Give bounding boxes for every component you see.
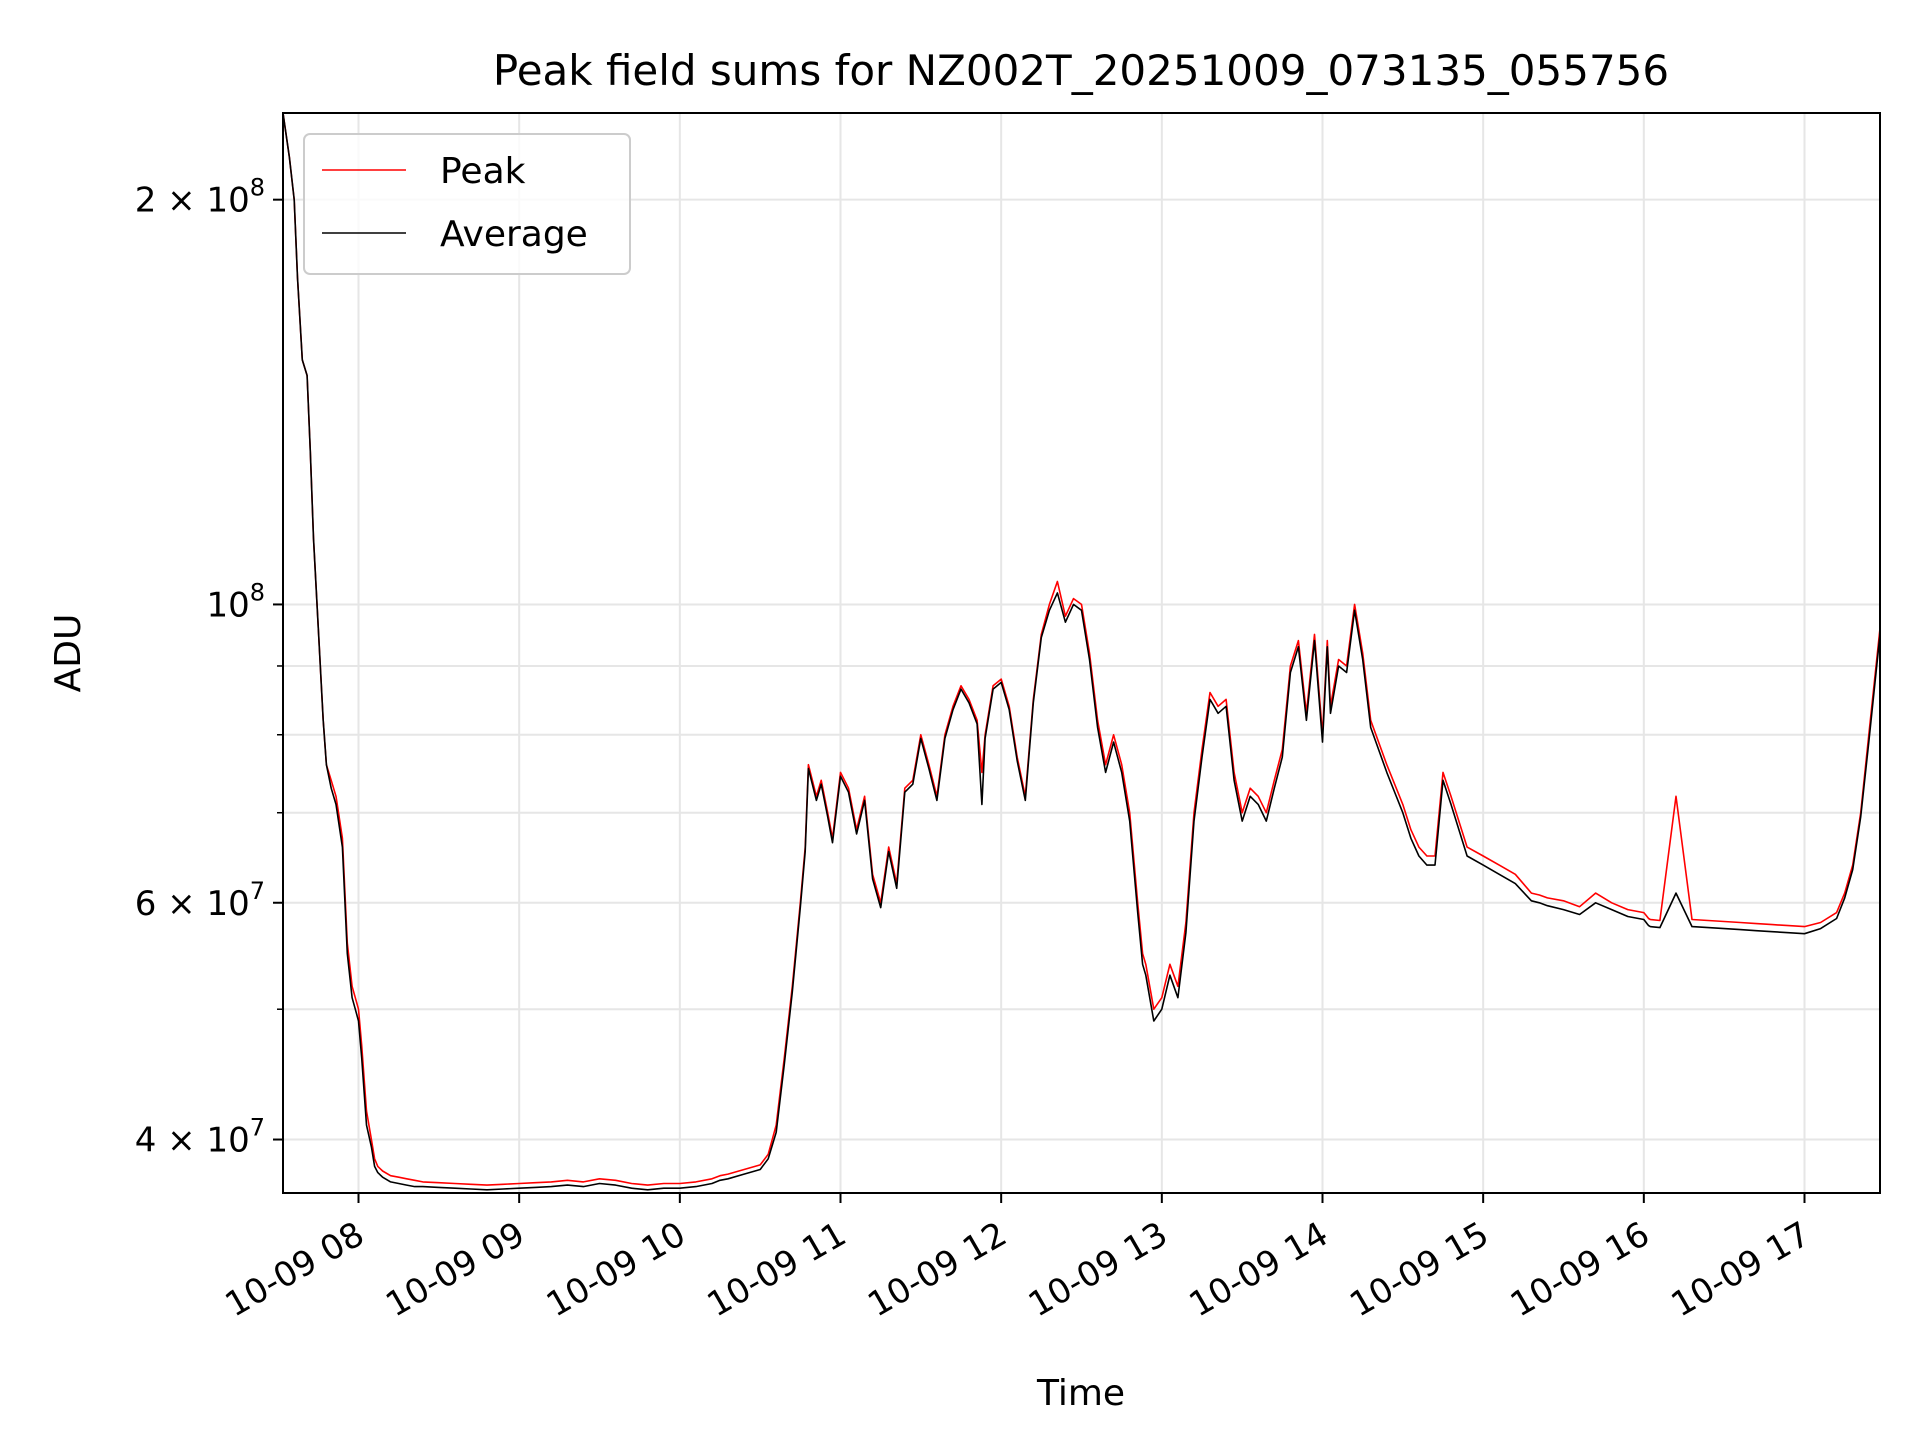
y-axis-ticks: 4 × 107 6 × 107 108 2 × 108 bbox=[135, 174, 283, 1161]
legend-label-peak: Peak bbox=[440, 151, 526, 192]
y-tick-label: 6 × 107 bbox=[135, 877, 265, 924]
series-line-average bbox=[282, 112, 1881, 1191]
y-tick-label: 4 × 107 bbox=[135, 1114, 265, 1161]
grid-lines bbox=[283, 113, 1880, 1193]
x-axis-label: Time bbox=[1036, 1373, 1125, 1414]
legend: Peak Average bbox=[303, 133, 631, 275]
axes-frame bbox=[282, 112, 1881, 1194]
chart-title: Peak field sums for NZ002T_20251009_0731… bbox=[493, 46, 1669, 95]
y-tick-label: 108 bbox=[206, 578, 265, 625]
legend-label-average: Average bbox=[440, 214, 588, 255]
y-axis-label: ADU bbox=[48, 614, 89, 693]
plot-area bbox=[282, 112, 1881, 1191]
y-tick-label: 2 × 108 bbox=[135, 174, 265, 221]
legend-box bbox=[303, 133, 631, 275]
